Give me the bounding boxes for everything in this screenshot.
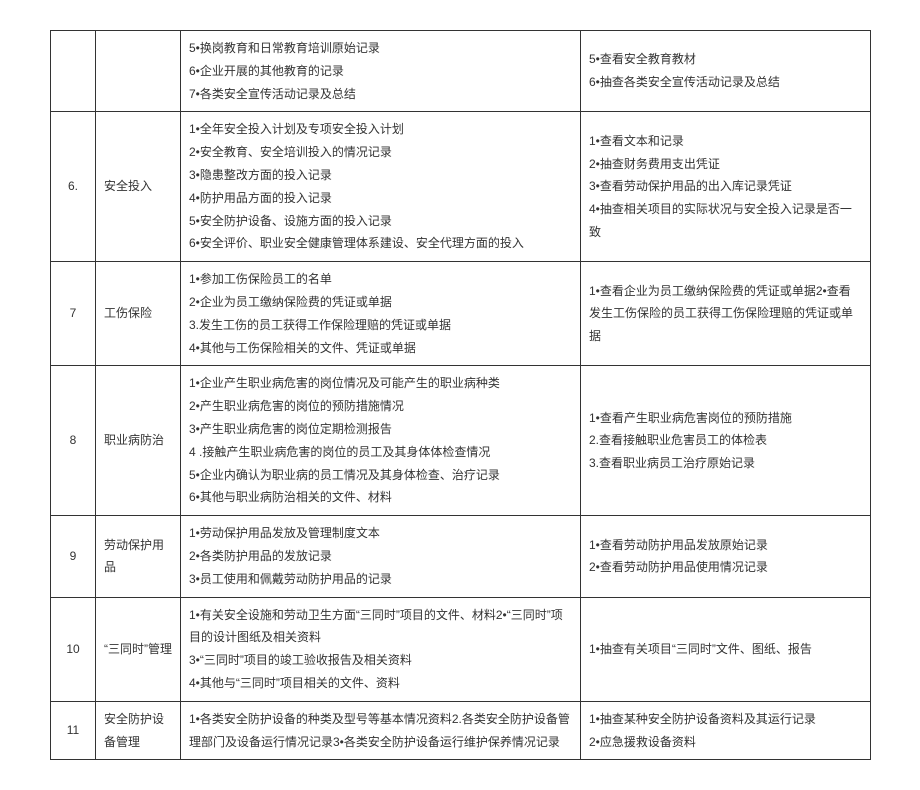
row-category: 职业病防治 [96,366,181,516]
row-content-right: 1•查看劳动防护用品发放原始记录2•查看劳动防护用品使用情况记录 [581,516,871,597]
row-number [51,31,96,112]
table-row: 7工伤保险1•参加工伤保险员工的名单2•企业为员工缴纳保险费的凭证或单据3.发生… [51,262,871,366]
row-content-left: 5•换岗教育和日常教育培训原始记录6•企业开展的其他教育的记录7•各类安全宣传活… [181,31,581,112]
row-category: 安全防护设备管理 [96,701,181,760]
row-content-right: 1•查看企业为员工缴纳保险费的凭证或单据2•查看发生工伤保险的员工获得工伤保险理… [581,262,871,366]
row-content-right: 5•查看安全教育教材6•抽查各类安全宣传活动记录及总结 [581,31,871,112]
row-category: 工伤保险 [96,262,181,366]
row-number: 7 [51,262,96,366]
row-content-right: 1•抽查有关项目“三同时”文件、图纸、报告 [581,597,871,701]
row-content-right: 1•查看产生职业病危害岗位的预防措施2.查看接触职业危害员工的体检表3.查看职业… [581,366,871,516]
row-number: 10 [51,597,96,701]
row-content-right: 1•查看文本和记录2•抽查财务费用支出凭证3•查看劳动保护用品的出入库记录凭证4… [581,112,871,262]
row-number: 8 [51,366,96,516]
table-row: 8职业病防治1•企业产生职业病危害的岗位情况及可能产生的职业病种类2•产生职业病… [51,366,871,516]
row-category: 劳动保护用品 [96,516,181,597]
row-number: 11 [51,701,96,760]
table-row: 11安全防护设备管理1•各类安全防护设备的种类及型号等基本情况资料2.各类安全防… [51,701,871,760]
row-content-left: 1•劳动保护用品发放及管理制度文本2•各类防护用品的发放记录3•员工使用和佩戴劳… [181,516,581,597]
row-content-left: 1•全年安全投入计划及专项安全投入计划2•安全教育、安全培训投入的情况记录3•隐… [181,112,581,262]
row-category [96,31,181,112]
row-category: 安全投入 [96,112,181,262]
table-row: 6.安全投入1•全年安全投入计划及专项安全投入计划2•安全教育、安全培训投入的情… [51,112,871,262]
row-number: 6. [51,112,96,262]
safety-table: 5•换岗教育和日常教育培训原始记录6•企业开展的其他教育的记录7•各类安全宣传活… [50,30,871,760]
row-content-left: 1•参加工伤保险员工的名单2•企业为员工缴纳保险费的凭证或单据3.发生工伤的员工… [181,262,581,366]
table-row: 9劳动保护用品1•劳动保护用品发放及管理制度文本2•各类防护用品的发放记录3•员… [51,516,871,597]
table-row: 10“三同时”管理1•有关安全设施和劳动卫生方面“三同时”项目的文件、材料2•“… [51,597,871,701]
row-number: 9 [51,516,96,597]
row-category: “三同时”管理 [96,597,181,701]
row-content-left: 1•企业产生职业病危害的岗位情况及可能产生的职业病种类2•产生职业病危害的岗位的… [181,366,581,516]
table-row: 5•换岗教育和日常教育培训原始记录6•企业开展的其他教育的记录7•各类安全宣传活… [51,31,871,112]
row-content-right: 1•抽查某种安全防护设备资料及其运行记录2•应急援救设备资料 [581,701,871,760]
row-content-left: 1•各类安全防护设备的种类及型号等基本情况资料2.各类安全防护设备管理部门及设备… [181,701,581,760]
row-content-left: 1•有关安全设施和劳动卫生方面“三同时”项目的文件、材料2•“三同时”项目的设计… [181,597,581,701]
